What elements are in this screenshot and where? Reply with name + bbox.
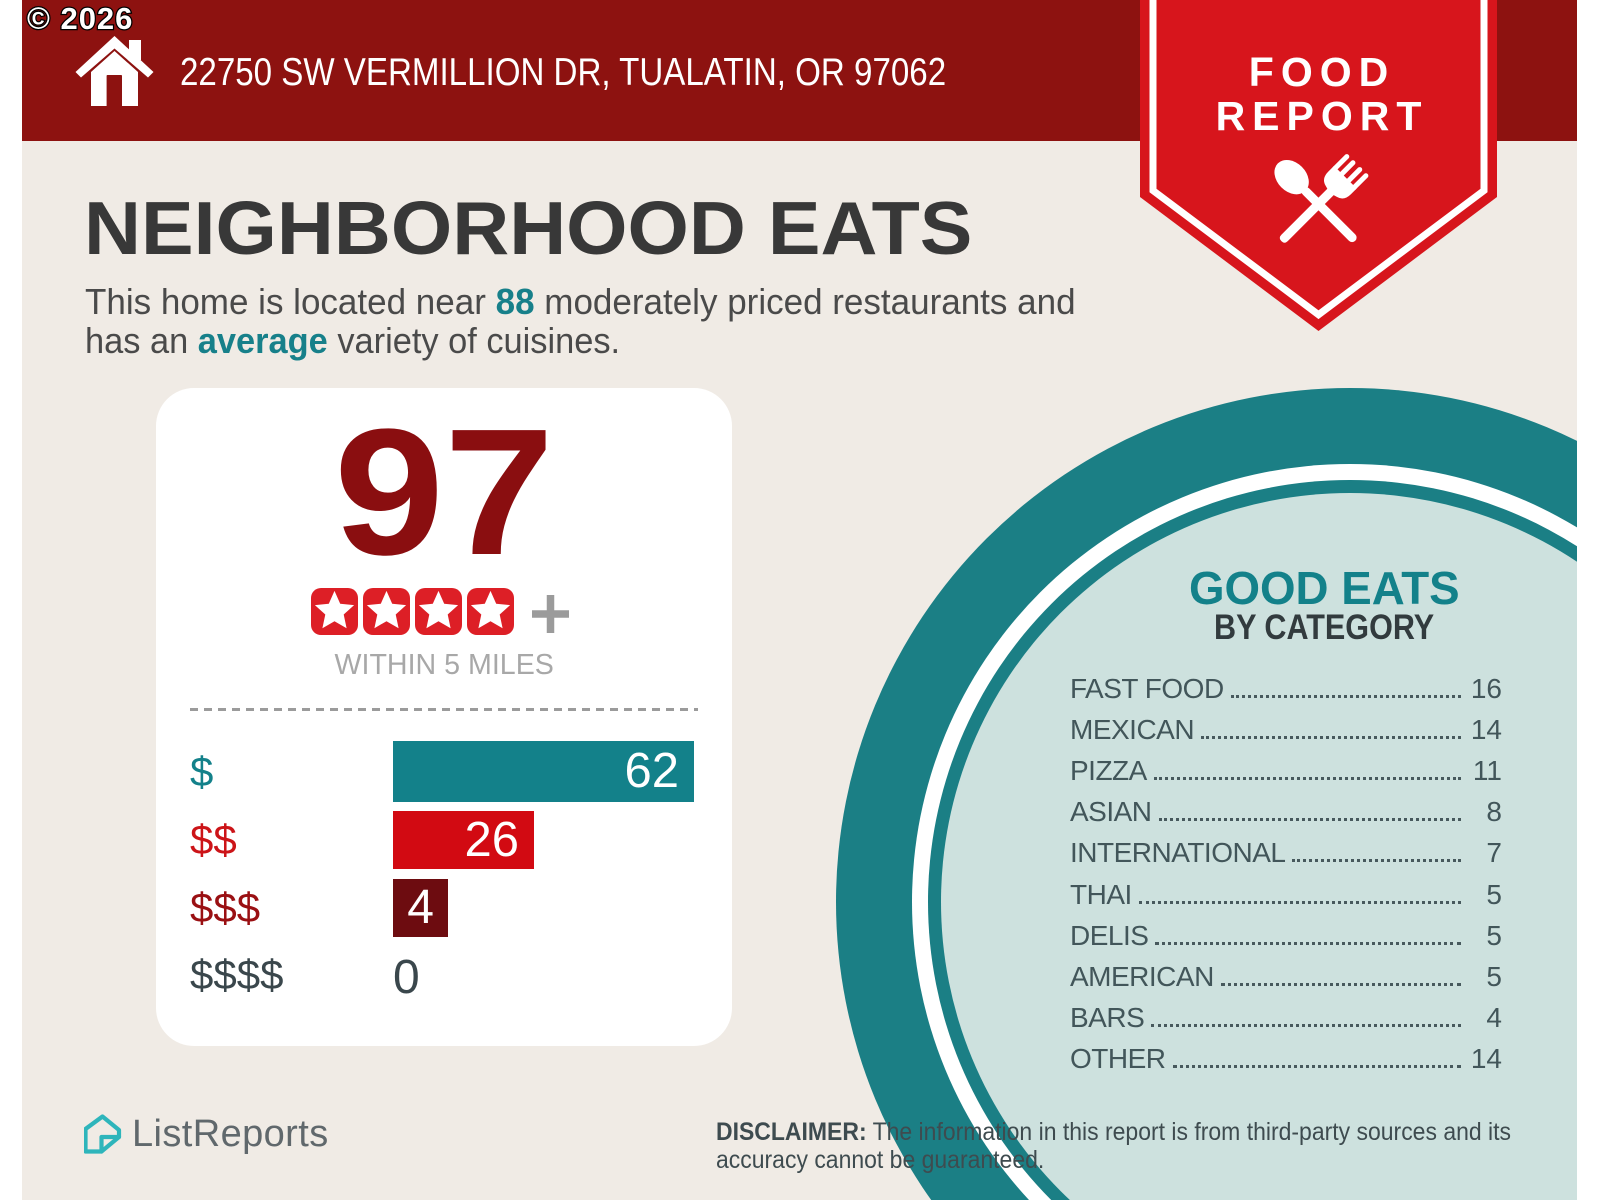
svg-text:FOOD: FOOD — [1249, 49, 1395, 95]
svg-text:REPORT: REPORT — [1216, 93, 1429, 139]
